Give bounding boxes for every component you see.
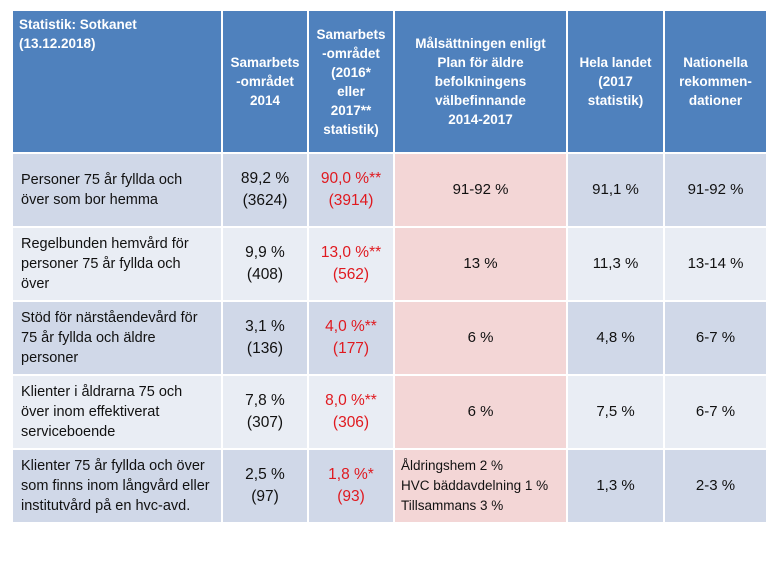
statistics-table-container: Statistik: Sotkanet (13.12.2018) Samarbet… [11, 9, 768, 552]
area-latest-value: 1,8 %* (93) [307, 448, 395, 524]
header-row: Statistik: Sotkanet (13.12.2018) Samarbet… [11, 9, 768, 154]
table-row: Stöd för närståendevård för 75 år fyllda … [11, 300, 768, 376]
header-goal: Målsättningen enligt Plan för äldre befolk… [393, 9, 568, 154]
goal-value: Åldringshem 2 % HVC bäddavdelning 1 % Till… [393, 448, 568, 524]
area-2014-value: 9,9 % (408) [221, 226, 309, 302]
table-row: Personer 75 år fyllda och över som bor he… [11, 152, 768, 228]
national-value: 91-92 % [663, 152, 768, 228]
header-area-latest: Samarbets -området (2016* eller 2017** statis… [307, 9, 395, 154]
goal-value: 6 % [393, 300, 568, 376]
table-row: Klienter 75 år fyllda och över som finns … [11, 448, 768, 524]
national-value: 6-7 % [663, 300, 768, 376]
row-label: Stöd för närståendevård för 75 år fyllda … [11, 300, 223, 376]
header-whole-country: Hela landet (2017 statistik) [566, 9, 665, 154]
goal-value: 6 % [393, 374, 568, 450]
country-value: 91,1 % [566, 152, 665, 228]
area-2014-value: 89,2 % (3624) [221, 152, 309, 228]
area-2014-value: 7,8 % (307) [221, 374, 309, 450]
country-value: 7,5 % [566, 374, 665, 450]
row-label: Klienter i åldrarna 75 och över inom effe… [11, 374, 223, 450]
area-latest-value: 90,0 %** (3914) [307, 152, 395, 228]
table-row: Regelbunden hemvård för personer 75 år fy… [11, 226, 768, 302]
row-label: Personer 75 år fyllda och över som bor he… [11, 152, 223, 228]
table-row: Klienter i åldrarna 75 och över inom effe… [11, 374, 768, 450]
national-value: 2-3 % [663, 448, 768, 524]
statistics-table: Statistik: Sotkanet (13.12.2018) Samarbet… [11, 9, 768, 524]
header-national-recommendations: Nationella rekommen-dationer [663, 9, 768, 154]
header-area-2014: Samarbets -området 2014 [221, 9, 309, 154]
area-latest-value: 4,0 %** (177) [307, 300, 395, 376]
area-latest-value: 13,0 %** (562) [307, 226, 395, 302]
country-value: 11,3 % [566, 226, 665, 302]
national-value: 6-7 % [663, 374, 768, 450]
country-value: 4,8 % [566, 300, 665, 376]
row-label: Regelbunden hemvård för personer 75 år fy… [11, 226, 223, 302]
area-2014-value: 3,1 % (136) [221, 300, 309, 376]
header-source: Statistik: Sotkanet (13.12.2018) [11, 9, 223, 154]
national-value: 13-14 % [663, 226, 768, 302]
row-label: Klienter 75 år fyllda och över som finns … [11, 448, 223, 524]
area-2014-value: 2,5 % (97) [221, 448, 309, 524]
country-value: 1,3 % [566, 448, 665, 524]
area-latest-value: 8,0 %** (306) [307, 374, 395, 450]
goal-value: 91-92 % [393, 152, 568, 228]
goal-value: 13 % [393, 226, 568, 302]
